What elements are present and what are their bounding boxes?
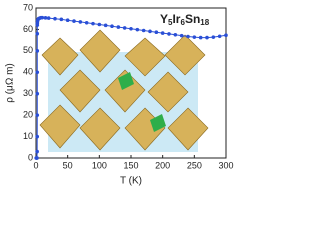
x-tick-label: 50 [63, 160, 73, 170]
annotation-part: 18 [200, 18, 209, 27]
x-tick-label: 0 [33, 160, 38, 170]
y-tick-label: 0 [28, 152, 33, 162]
y-tick-label: 70 [23, 2, 33, 12]
data-point [91, 21, 95, 26]
data-point [110, 24, 114, 29]
data-point [46, 16, 51, 20]
x-tick-label: 200 [155, 160, 170, 170]
data-point [129, 26, 133, 31]
data-point [192, 35, 197, 39]
data-point [122, 26, 127, 30]
annotation-part: Ir [172, 12, 180, 26]
annotation: Y5Ir6Sn18 [160, 12, 210, 27]
data-point [198, 35, 203, 40]
data-point [179, 33, 184, 38]
data-point [35, 91, 40, 96]
y-tick-label: 60 [23, 24, 33, 34]
data-point [53, 16, 57, 21]
x-axis-label: T (K) [120, 176, 142, 187]
data-point [186, 34, 190, 39]
data-point [154, 30, 159, 35]
data-point [35, 156, 39, 160]
data-point [160, 31, 165, 35]
data-point [148, 29, 152, 34]
annotation-part: 6 [180, 18, 185, 27]
annotation-part: Y [160, 12, 168, 26]
y-tick-label: 10 [23, 131, 33, 141]
data-point [35, 113, 40, 117]
data-point [167, 32, 171, 36]
data-point [65, 18, 70, 23]
crystal-structure-inset [39, 29, 209, 152]
chart: 0 50 100 150 200 250 300 0 10 20 30 40 50 60 70 T (K) ρ … [5, 2, 234, 187]
y-tick-label: 40 [23, 67, 33, 77]
y-tick-label: 50 [23, 45, 33, 55]
data-point [116, 25, 121, 29]
data-point [35, 149, 39, 154]
data-point [141, 28, 146, 33]
data-point [43, 16, 48, 20]
y-tick-label: 30 [23, 88, 33, 98]
data-point [40, 15, 45, 20]
data-point [59, 17, 64, 22]
annotation-part: 5 [168, 18, 173, 27]
data-point [173, 32, 178, 37]
y-tick-label: 20 [23, 110, 33, 120]
annotation-part: Sn [185, 12, 200, 26]
data-point [72, 19, 76, 23]
data-point [217, 34, 222, 39]
y-axis-label: ρ (μΩ m) [5, 63, 16, 102]
data-point [35, 134, 40, 139]
data-point [84, 20, 89, 25]
x-tick-label: 300 [218, 160, 233, 170]
data-point [135, 27, 140, 32]
data-point [97, 22, 102, 27]
data-point [35, 49, 40, 53]
data-point [35, 31, 40, 36]
x-tick-label: 150 [123, 160, 138, 170]
data-point [35, 70, 40, 75]
data-point [205, 35, 209, 40]
x-tick-label: 250 [187, 160, 202, 170]
data-point [224, 33, 228, 38]
data-point [103, 23, 108, 28]
data-point [78, 20, 83, 24]
data-point [211, 35, 216, 39]
x-tick-label: 100 [92, 160, 107, 170]
